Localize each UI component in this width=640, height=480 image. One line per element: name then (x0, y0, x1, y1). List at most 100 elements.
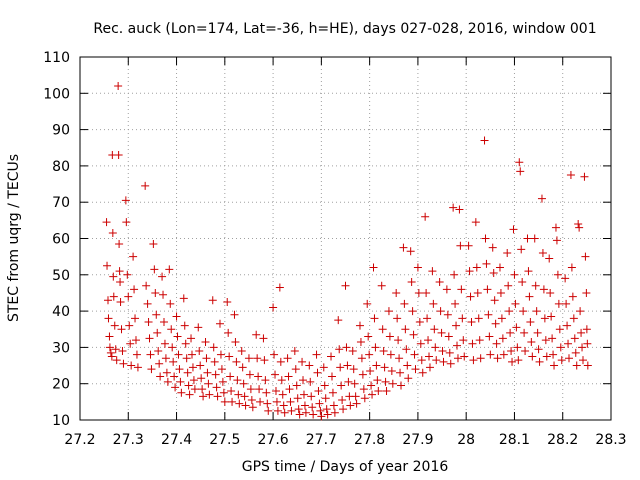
data-point (555, 325, 564, 334)
data-point (516, 167, 525, 176)
data-point (493, 354, 502, 363)
data-point (401, 325, 410, 334)
data-point (453, 354, 462, 363)
data-point (194, 323, 203, 332)
x-tick-label: 28.2 (547, 432, 578, 448)
data-point (245, 370, 254, 379)
data-point (126, 339, 135, 348)
data-point (482, 259, 491, 268)
data-point (240, 392, 249, 401)
data-point (409, 330, 418, 339)
data-point (308, 403, 317, 412)
data-point (130, 285, 139, 294)
data-point (549, 350, 558, 359)
data-point (334, 316, 343, 325)
data-point (465, 267, 474, 276)
data-point (328, 388, 337, 397)
chart-title: Rec. auck (Lon=174, Lat=-36, h=HE), days… (93, 21, 596, 37)
data-point (370, 314, 379, 323)
data-point (367, 381, 376, 390)
data-point (190, 385, 199, 394)
data-point (512, 323, 521, 332)
data-point (184, 381, 193, 390)
data-point (321, 394, 330, 403)
data-point (329, 401, 338, 410)
data-point (551, 223, 560, 232)
x-tick-label: 27.9 (402, 432, 433, 448)
data-point (556, 343, 565, 352)
data-point (379, 347, 388, 356)
data-point (159, 290, 168, 299)
data-point (122, 218, 131, 227)
data-point (167, 325, 176, 334)
data-point (486, 350, 495, 359)
data-point (460, 352, 469, 361)
data-point (151, 288, 160, 297)
data-point (112, 356, 121, 365)
data-point (205, 390, 214, 399)
data-point (535, 357, 544, 366)
data-point (247, 396, 256, 405)
data-point (153, 328, 162, 337)
data-point (368, 390, 377, 399)
data-point (567, 263, 576, 272)
data-point (356, 337, 365, 346)
data-point (127, 361, 136, 370)
data-point (248, 403, 257, 412)
data-point (204, 379, 213, 388)
data-point (583, 361, 592, 370)
data-point (114, 82, 123, 91)
data-point (315, 399, 324, 408)
data-point (223, 298, 232, 307)
data-point (546, 288, 555, 297)
data-point (152, 310, 161, 319)
data-point (189, 376, 198, 385)
data-point (292, 381, 301, 390)
data-point (254, 372, 263, 381)
data-point (228, 397, 237, 406)
data-point (430, 325, 439, 334)
data-point (503, 249, 512, 258)
data-point (435, 278, 444, 287)
data-point (458, 314, 467, 323)
data-point (457, 285, 466, 294)
data-point (528, 352, 537, 361)
data-point (437, 328, 446, 337)
data-point (582, 288, 591, 297)
data-point (475, 336, 484, 345)
data-point (568, 292, 577, 301)
data-point (552, 236, 561, 245)
data-point (216, 350, 225, 359)
data-point (203, 368, 212, 377)
data-point (330, 408, 339, 417)
data-point (381, 377, 390, 386)
data-point (429, 299, 438, 308)
data-point (396, 368, 405, 377)
data-point (273, 406, 282, 415)
data-point (355, 321, 364, 330)
data-point (565, 354, 574, 363)
data-point (371, 343, 380, 352)
data-point (582, 325, 591, 334)
data-point (170, 372, 179, 381)
data-point (225, 352, 234, 361)
data-point (498, 334, 507, 343)
data-point (506, 328, 515, 337)
data-point (215, 319, 224, 328)
data-point (116, 278, 125, 287)
y-tick-label: 30 (52, 340, 70, 356)
data-point (485, 332, 494, 341)
data-point (527, 337, 536, 346)
data-point (553, 270, 562, 279)
data-point (156, 372, 165, 381)
x-tick-label: 27.4 (161, 432, 192, 448)
data-point (339, 405, 348, 414)
data-point (511, 299, 520, 308)
data-point (145, 334, 154, 343)
x-tick-label: 28.3 (595, 432, 626, 448)
data-point (382, 386, 391, 395)
data-point (295, 410, 304, 419)
data-point (547, 312, 556, 321)
data-point (105, 332, 114, 341)
data-point (451, 299, 460, 308)
